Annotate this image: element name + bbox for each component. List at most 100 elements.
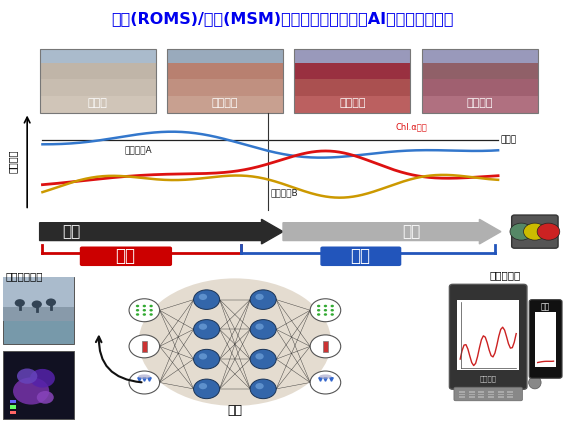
Circle shape [194,320,220,339]
Bar [40,79,156,88]
Circle shape [255,294,264,300]
Text: 海洋(ROMS)/気象(MSM)シミュレーションとAIによる赤潮予測: 海洋(ROMS)/気象(MSM)シミュレーションとAIによる赤潮予測 [112,11,454,26]
FancyBboxPatch shape [80,246,172,266]
Bar [3,277,74,307]
Circle shape [250,320,276,339]
Bar [167,105,283,113]
Bar [3,307,74,321]
Bar [294,49,410,63]
Bar [294,71,410,79]
Bar [488,391,494,393]
Ellipse shape [319,374,332,379]
Bar [40,105,156,113]
Circle shape [324,309,327,312]
Circle shape [136,313,139,316]
Bar [40,88,156,96]
Bar [422,88,538,96]
Circle shape [537,223,560,240]
Text: 未来を予測: 未来を予測 [490,270,521,280]
Ellipse shape [138,374,151,379]
Bar [294,96,410,105]
Bar [10,411,16,414]
Bar [10,405,16,409]
Circle shape [317,305,320,307]
Bar [488,394,494,395]
Bar [422,49,538,113]
Circle shape [199,323,207,330]
Circle shape [324,305,327,307]
Circle shape [129,371,160,394]
Bar [167,71,283,79]
Circle shape [255,383,264,389]
Text: 定常期: 定常期 [88,97,108,108]
Text: 千図濃度: 千図濃度 [7,150,18,173]
Bar [507,394,513,395]
Bar [167,49,283,113]
Circle shape [524,223,546,240]
Bar [478,396,484,398]
Text: 基準値: 基準値 [501,136,517,144]
Circle shape [136,309,139,312]
Circle shape [331,313,334,316]
Bar [167,49,283,63]
Circle shape [255,353,264,360]
Bar [40,96,156,105]
FancyBboxPatch shape [529,300,562,378]
Text: 〇〇日後: 〇〇日後 [479,376,497,382]
FancyBboxPatch shape [454,387,522,401]
Bar [469,391,475,393]
Text: 過去: 過去 [62,224,80,239]
Bar [457,300,519,370]
Bar [469,394,475,395]
Circle shape [30,369,55,388]
Circle shape [37,391,54,404]
Bar [10,400,16,403]
Text: 再帰: 再帰 [228,404,242,417]
Bar [498,394,504,395]
Text: Chl.α濃度: Chl.α濃度 [396,123,427,132]
Bar [294,105,410,113]
Bar [422,79,538,88]
Bar [507,396,513,398]
Ellipse shape [139,278,331,406]
Bar [167,63,283,71]
Bar [478,391,484,393]
Bar [3,277,74,344]
Bar [422,105,538,113]
FancyArrow shape [283,219,501,244]
Circle shape [255,323,264,330]
Circle shape [194,349,220,369]
FancyBboxPatch shape [512,215,558,248]
Text: 環境因子B: 環境因子B [271,188,298,197]
Circle shape [46,298,56,306]
Bar [459,391,465,393]
Circle shape [194,290,220,309]
Circle shape [199,353,207,360]
Bar [478,394,484,395]
Bar [488,396,494,398]
Circle shape [129,299,160,322]
Circle shape [194,379,220,399]
Circle shape [199,383,207,389]
Bar [459,394,465,395]
Text: 環境因子A: 環境因子A [125,145,152,154]
Bar [422,49,538,63]
Bar [142,341,147,352]
Circle shape [310,371,341,394]
Bar [294,88,410,96]
Circle shape [510,223,533,240]
Bar [167,79,283,88]
Bar [469,396,475,398]
Bar [459,396,465,398]
Circle shape [136,305,139,307]
Circle shape [331,309,334,312]
Circle shape [310,335,341,358]
Bar [498,396,504,398]
Circle shape [250,349,276,369]
Bar [40,49,156,113]
Circle shape [149,313,153,316]
Circle shape [143,313,146,316]
Bar [422,96,538,105]
Ellipse shape [529,376,541,389]
Text: 赤潮発生: 赤潮発生 [339,97,366,108]
